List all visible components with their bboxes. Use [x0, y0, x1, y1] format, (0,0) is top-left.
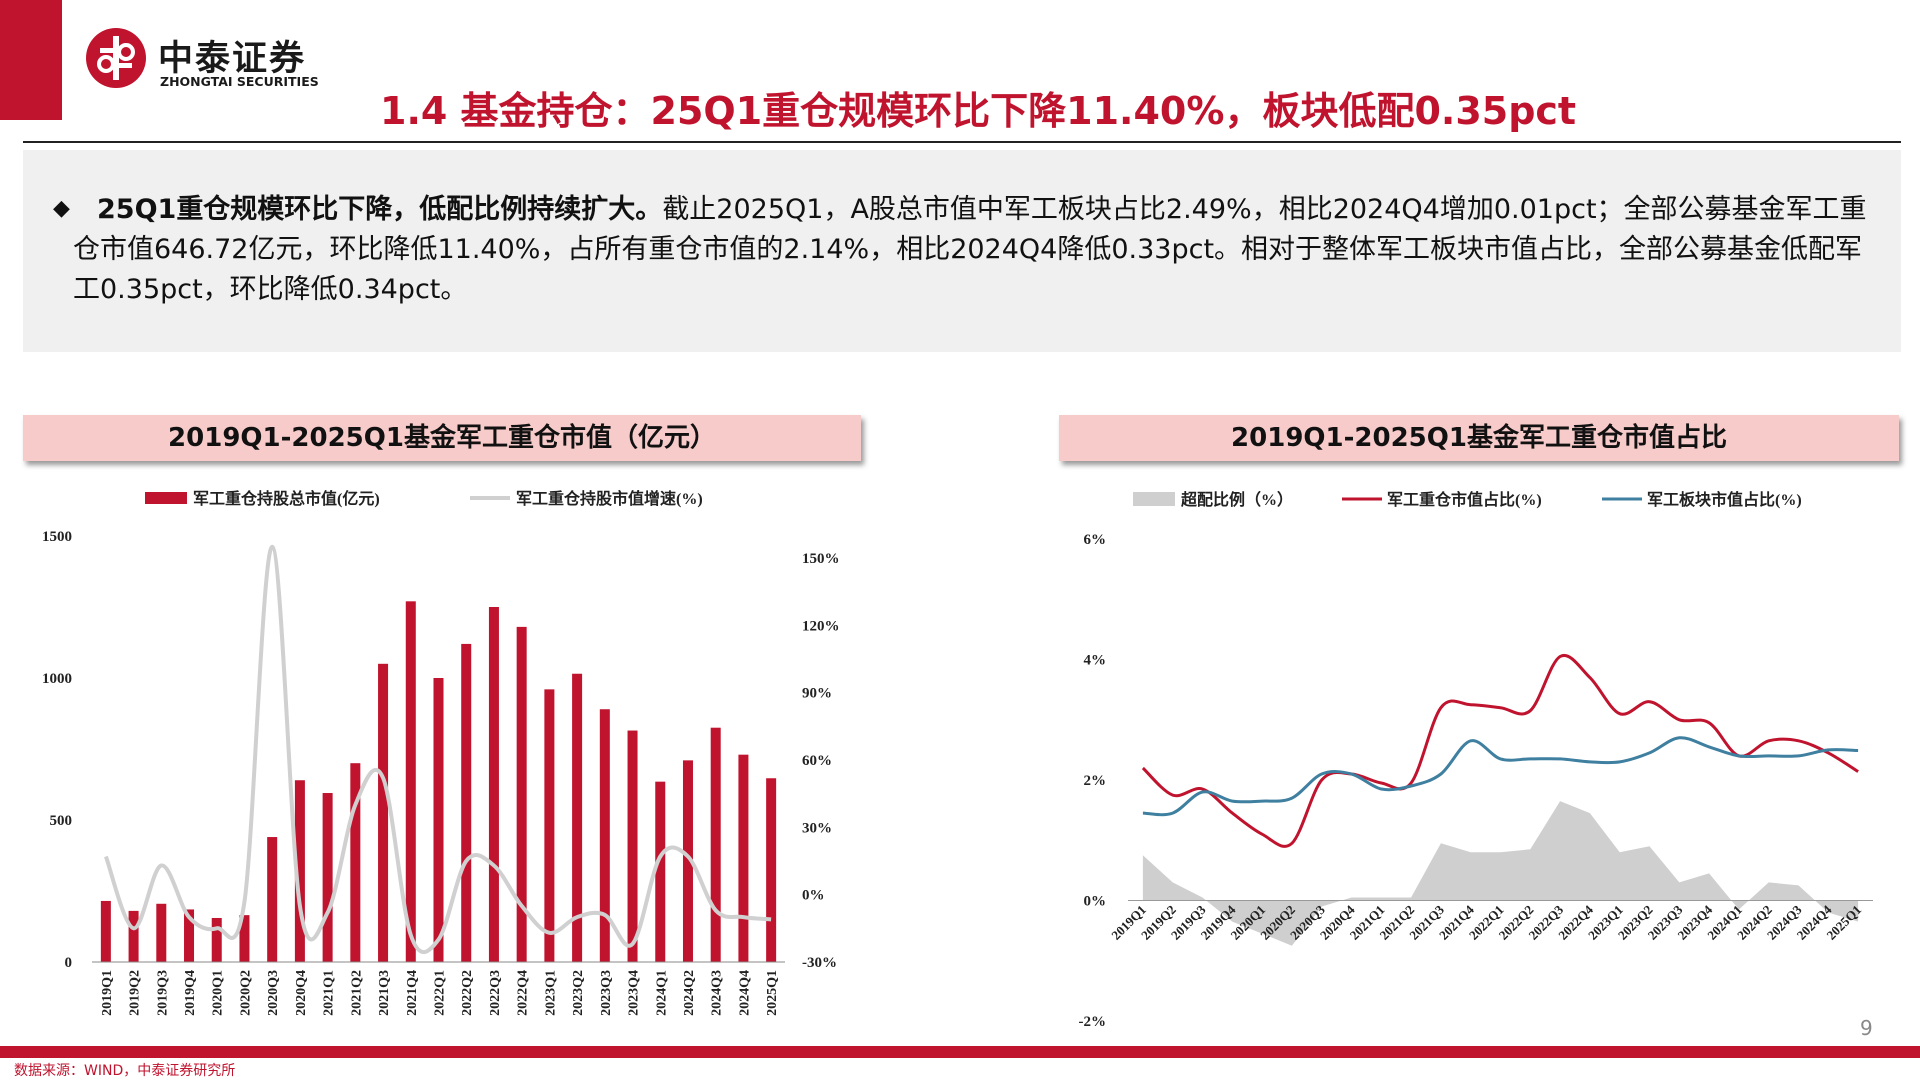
x-tick-label: 2025Q1 — [765, 970, 780, 1016]
bar-mark — [710, 727, 721, 962]
bar-mark — [156, 903, 167, 962]
legend-swatch-bar — [145, 492, 187, 504]
x-tick-label: 2021Q1 — [322, 970, 337, 1016]
y-left-tick-label: 1000 — [42, 671, 72, 687]
bar-mark — [405, 601, 416, 962]
page-number: 9 — [1860, 1016, 1873, 1040]
right-chart-title: 2019Q1-2025Q1基金军工重仓市值占比 — [1059, 415, 1899, 461]
summary-body: 截止2025Q1，A股总市值中军工板块占比2.49%，相比2024Q4增加0.0… — [73, 194, 1867, 305]
legend-label-sector: 军工板块市值占比(%) — [1647, 490, 1802, 509]
y-left-tick-label: 500 — [50, 813, 73, 829]
y-right-tick-label: 30% — [802, 820, 832, 836]
bar-mark — [627, 730, 638, 962]
overweight-area — [1142, 801, 1859, 946]
x-tick-label: 2023Q4 — [627, 970, 642, 1016]
x-tick-label: 2021Q4 — [405, 970, 420, 1016]
bar-mark — [350, 763, 361, 962]
y-right-tick-label: 60% — [802, 753, 832, 769]
x-tick-label: 2019Q4 — [183, 970, 198, 1016]
bar-mark — [488, 607, 499, 962]
bar-mark — [682, 760, 693, 962]
footer-bar — [0, 1046, 1920, 1058]
x-tick-label: 2024Q2 — [682, 970, 697, 1016]
y-left-tick-label: 1500 — [42, 529, 72, 545]
x-tick-label: 2022Q1 — [433, 970, 448, 1016]
y-tick-label: 2% — [1084, 773, 1107, 789]
y-tick-label: 6% — [1084, 532, 1107, 548]
growth-line — [104, 544, 772, 955]
bar-mark — [239, 915, 250, 962]
x-tick-label: 2024Q4 — [737, 970, 752, 1016]
title-divider — [23, 141, 1901, 143]
logo-english-name: ZHONGTAI SECURITIES — [160, 74, 319, 89]
bar-mark — [184, 909, 195, 962]
y-tick-label: 0% — [1084, 894, 1107, 910]
y-right-tick-label: 90% — [802, 686, 832, 702]
y-right-tick-label: 120% — [802, 618, 840, 634]
bar-mark — [599, 709, 610, 962]
x-tick-label: 2021Q2 — [349, 970, 364, 1016]
company-logo: 中泰证券 ZHONGTAI SECURITIES — [82, 24, 342, 94]
x-tick-label: 2024Q3 — [710, 970, 725, 1016]
legend-label-area: 超配比例（%） — [1180, 490, 1293, 509]
x-tick-label: 2021Q3 — [377, 970, 392, 1016]
y-right-tick-label: 150% — [802, 551, 840, 567]
y-tick-label: 4% — [1084, 653, 1107, 669]
y-right-tick-label: 0% — [802, 888, 825, 904]
bar-mark — [766, 778, 777, 962]
x-tick-label: 2023Q3 — [599, 970, 614, 1016]
x-tick-label: 2022Q2 — [460, 970, 475, 1016]
bar-mark — [211, 917, 222, 962]
logo-chinese-name: 中泰证券 — [158, 39, 307, 79]
y-tick-label: -2% — [1079, 1014, 1107, 1030]
y-right-tick-label: -30% — [802, 955, 837, 971]
bar-mark — [572, 673, 583, 962]
bar-mark — [100, 900, 111, 962]
summary-lead: 25Q1重仓规模环比下降，低配比例持续扩大。 — [97, 194, 663, 225]
charts-canvas: 军工重仓持股总市值(亿元) 军工重仓持股市值增速(%) 0 500 1000 1500 -3… — [42, 489, 1873, 1030]
bar-mark — [128, 910, 139, 962]
bar-mark — [544, 689, 555, 962]
x-tick-label: 2023Q2 — [571, 970, 586, 1016]
bar-mark — [738, 754, 749, 962]
bar-mark — [294, 780, 305, 962]
legend-swatch-area — [1133, 492, 1175, 506]
legend-label-bar: 军工重仓持股总市值(亿元) — [193, 489, 380, 508]
bar-mark — [378, 663, 389, 962]
left-chart-title: 2019Q1-2025Q1基金军工重仓市值（亿元） — [23, 415, 861, 461]
x-tick-label: 2020Q3 — [266, 970, 281, 1016]
legend-label-growth: 军工重仓持股市值增速(%) — [516, 489, 703, 508]
x-tick-label: 2019Q2 — [128, 970, 143, 1016]
x-tick-label: 2024Q1 — [654, 970, 669, 1016]
summary-text: 25Q1重仓规模环比下降，低配比例持续扩大。截止2025Q1，A股总市值中军工板… — [73, 190, 1883, 310]
x-tick-label: 2022Q4 — [516, 970, 531, 1016]
heavy-holding-line — [1141, 653, 1859, 848]
logo-mark-icon — [86, 28, 146, 88]
bar-mark — [267, 837, 278, 962]
x-tick-label: 2023Q1 — [543, 970, 558, 1016]
legend-label-heavy: 军工重仓市值占比(%) — [1387, 490, 1542, 509]
x-tick-label: 2020Q2 — [238, 970, 253, 1016]
x-tick-label: 2019Q3 — [155, 970, 170, 1016]
page-title: 1.4 基金持仓：25Q1重仓规模环比下降11.40%，板块低配0.35pct — [380, 89, 1577, 133]
x-tick-label: 2020Q4 — [294, 970, 309, 1016]
x-tick-label: 2019Q1 — [100, 970, 115, 1016]
bar-mark — [655, 781, 666, 962]
data-source: 数据来源：WIND，中泰证券研究所 — [14, 1063, 236, 1079]
x-tick-label: 2020Q1 — [211, 970, 226, 1016]
x-tick-label: 2022Q3 — [488, 970, 503, 1016]
bar-mark — [433, 678, 444, 962]
diamond-bullet-icon: ◆ — [53, 196, 70, 221]
bar-mark — [322, 793, 333, 962]
sector-share-line — [1142, 736, 1859, 817]
y-left-tick-label: 0 — [65, 955, 73, 971]
bar-mark — [461, 643, 472, 962]
bar-mark — [516, 626, 527, 962]
brand-red-block — [0, 0, 62, 120]
summary-box: ◆ 25Q1重仓规模环比下降，低配比例持续扩大。截止2025Q1，A股总市值中军… — [23, 150, 1901, 352]
